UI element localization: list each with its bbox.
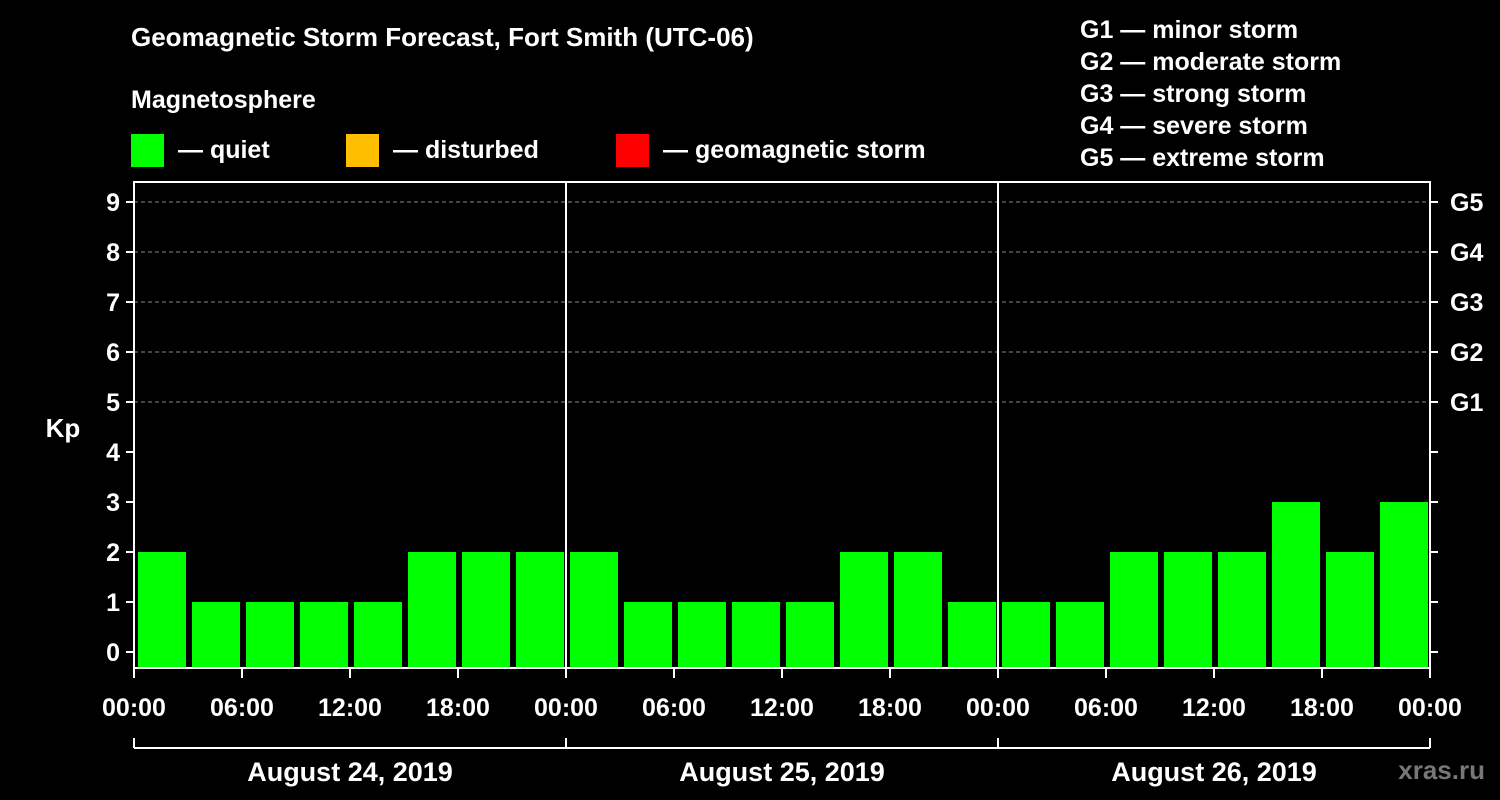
storm-scale-legend: G1 — minor storm G2 — moderate storm G3 … [1080, 14, 1341, 174]
x-tick-label-1: 06:00 [210, 694, 274, 722]
x-tick-label-11: 18:00 [1290, 694, 1354, 722]
right-axis-label-g3: G3 [1450, 289, 1483, 317]
storm-scale-g4: G4 — severe storm [1080, 112, 1308, 140]
y-tick-label-8: 8 [106, 239, 120, 267]
x-tick-label-4: 00:00 [534, 694, 598, 722]
bar-kp-0 [138, 552, 186, 668]
x-tick-label-7: 18:00 [858, 694, 922, 722]
right-axis-label-g1: G1 [1450, 389, 1483, 417]
magnetosphere-label: Magnetosphere [131, 86, 316, 114]
day-label-1: August 25, 2019 [679, 757, 885, 787]
bar-kp-5 [408, 552, 456, 668]
x-tick-label-5: 06:00 [642, 694, 706, 722]
bar-kp-9 [624, 602, 672, 668]
x-tick-label-10: 12:00 [1182, 694, 1246, 722]
bar-kp-20 [1218, 552, 1266, 668]
legend-disturbed-swatch [346, 133, 379, 167]
legend-disturbed-label: — disturbed [393, 135, 539, 164]
bar-kp-16 [1002, 602, 1050, 668]
x-tick-label-8: 00:00 [966, 694, 1030, 722]
y-tick-label-0: 0 [106, 639, 120, 667]
legend-disturbed: — disturbed [346, 133, 539, 167]
right-axis-label-g2: G2 [1450, 339, 1483, 367]
bar-kp-3 [300, 602, 348, 668]
y-tick-label-9: 9 [106, 189, 120, 217]
x-tick-label-2: 12:00 [318, 694, 382, 722]
x-tick-label-9: 06:00 [1074, 694, 1138, 722]
day-label-2: August 26, 2019 [1111, 757, 1317, 787]
legend-storm-label: — geomagnetic storm [663, 135, 926, 164]
bar-kp-11 [732, 602, 780, 668]
x-tick-label-12: 00:00 [1398, 694, 1462, 722]
y-axis-title: Kp [46, 413, 81, 443]
storm-scale-g3: G3 — strong storm [1080, 80, 1307, 108]
bar-kp-14 [894, 552, 942, 668]
chart-title: Geomagnetic Storm Forecast, Fort Smith (… [131, 22, 754, 52]
bar-kp-22 [1326, 552, 1374, 668]
bar-kp-23 [1380, 502, 1428, 668]
right-axis-label-g4: G4 [1450, 239, 1483, 267]
legend-quiet-swatch [131, 133, 164, 167]
x-tick-label-0: 00:00 [102, 694, 166, 722]
x-tick-label-3: 18:00 [426, 694, 490, 722]
bar-kp-21 [1272, 502, 1320, 668]
bar-kp-13 [840, 552, 888, 668]
y-tick-label-4: 4 [106, 439, 120, 467]
y-tick-label-1: 1 [106, 589, 120, 617]
bar-kp-7 [516, 552, 564, 668]
y-tick-label-6: 6 [106, 339, 120, 367]
bar-kp-4 [354, 602, 402, 668]
y-tick-label-5: 5 [106, 389, 120, 417]
bar-kp-10 [678, 602, 726, 668]
y-tick-label-3: 3 [106, 489, 120, 517]
bar-kp-1 [192, 602, 240, 668]
legend-quiet: — quiet [131, 133, 270, 167]
bar-kp-2 [246, 602, 294, 668]
bar-kp-12 [786, 602, 834, 668]
bar-kp-15 [948, 602, 996, 668]
bar-kp-8 [570, 552, 618, 668]
x-tick-label-6: 12:00 [750, 694, 814, 722]
storm-scale-g2: G2 — moderate storm [1080, 48, 1342, 76]
watermark: xras.ru [1398, 755, 1485, 785]
storm-scale-g5: G5 — extreme storm [1080, 144, 1325, 172]
right-axis-label-g5: G5 [1450, 189, 1483, 217]
bar-kp-19 [1164, 552, 1212, 668]
bar-kp-17 [1056, 602, 1104, 668]
bar-kp-6 [462, 552, 510, 668]
bar-kp-18 [1110, 552, 1158, 668]
y-tick-label-2: 2 [106, 539, 120, 567]
storm-scale-g1: G1 — minor storm [1080, 16, 1299, 44]
y-tick-label-7: 7 [106, 289, 120, 317]
day-label-0: August 24, 2019 [247, 757, 453, 787]
legend-quiet-label: — quiet [178, 135, 270, 164]
legend-storm-swatch [616, 133, 649, 167]
legend-storm: — geomagnetic storm [616, 133, 926, 167]
